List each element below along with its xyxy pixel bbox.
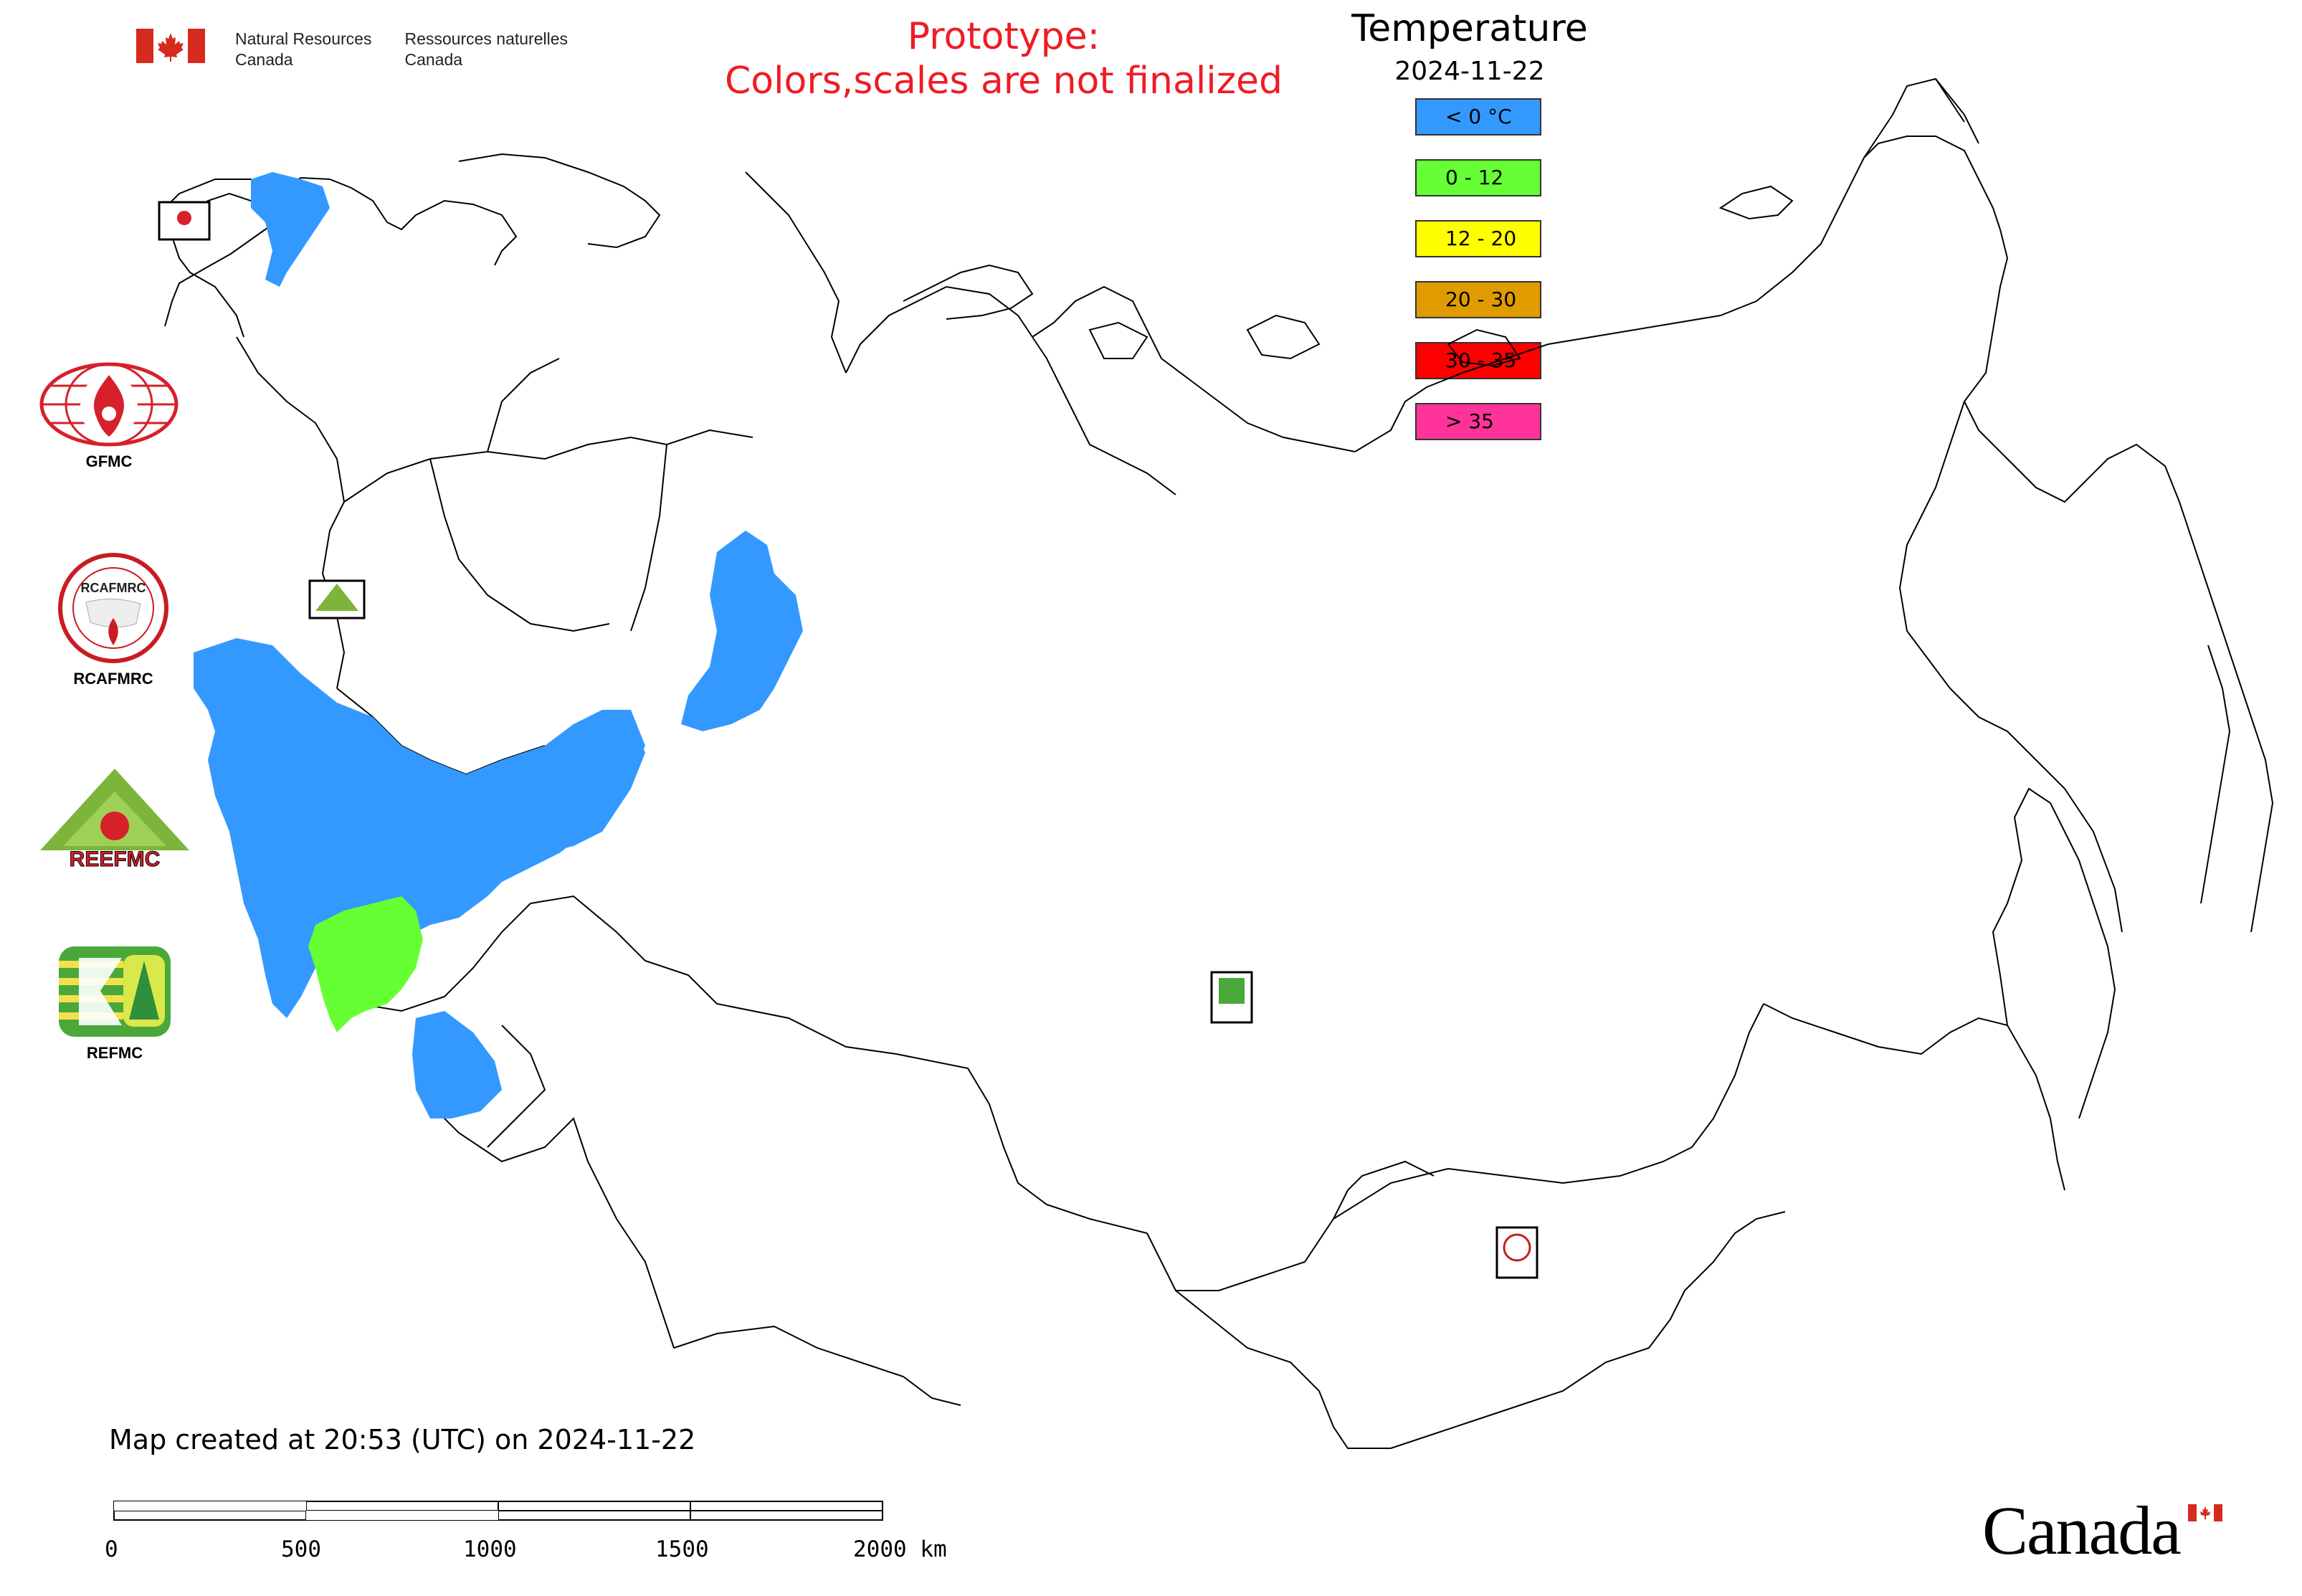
map-creation-note: Map created at 20:53 (UTC) on 2024-11-22 [109,1424,696,1455]
prototype-line1: Prototype: [907,15,1100,58]
rcafmrc-label: RCAFMRC [73,670,153,688]
canada-wordmark: Canada [1982,1492,2182,1569]
refmc-logo: REFMC [57,945,172,1063]
canada-wordmark-text: Canada [1982,1492,2182,1569]
legend-item-above-35: > 35 [1415,403,1541,440]
prototype-notice: Prototype: Colors,scales are not finaliz… [609,14,1398,103]
legend-item-below-zero: < 0 °C [1415,98,1541,136]
org-name-english: Natural Resources Canada [235,29,371,70]
svg-text:RCAFMRC: RCAFMRC [81,581,146,595]
wordmark-flag-icon [2188,1504,2222,1521]
country-borders [164,77,2274,1449]
scale-bar [113,1501,883,1521]
legend-label: 12 - 20 [1445,227,1517,250]
below-zero-region [194,172,803,1118]
legend-title: Temperature [1351,7,1588,50]
nrcan-signature: Natural Resources Canada Ressources natu… [136,29,568,70]
scale-label-500: 500 [281,1536,321,1562]
reefmc-logo: REEFMC [37,766,192,872]
scale-label-1500: 1500 [655,1536,709,1562]
scale-label-2000km: 2000 km [853,1536,947,1562]
legend-item-0-12: 0 - 12 [1415,159,1541,196]
svg-text:REEFMC: REEFMC [70,847,161,871]
legend-label: < 0 °C [1445,105,1512,128]
legend-item-20-30: 20 - 30 [1415,281,1541,318]
refmc-label: REFMC [86,1044,143,1062]
canada-flag-icon [136,29,205,63]
gfmc-logo: GFMC [39,362,179,471]
legend-label: 30 - 35 [1445,348,1517,372]
rcafmrc-logo: RCAFMRC RCAFMRC [57,552,169,688]
legend-item-12-20: 12 - 20 [1415,220,1541,257]
org-name-fr-line1: Ressources naturelles [404,29,569,48]
gfmc-logo-icon [39,362,179,447]
legend-date: 2024-11-22 [1394,57,1545,86]
legend-label: 20 - 30 [1445,288,1517,311]
reefmc-logo-icon: REEFMC [40,769,189,872]
scale-label-1000: 1000 [463,1536,517,1562]
scale-label-0: 0 [105,1536,118,1562]
gfmc-label: GFMC [85,452,133,470]
org-name-french: Ressources naturelles Canada [404,29,568,70]
rcafmrc-logo-icon: RCAFMRC [58,553,168,663]
zero-to-twelve-region [308,896,423,1032]
prototype-line2: Colors,scales are not finalized [724,60,1283,103]
org-name-en-line2: Canada [235,50,293,69]
scale-labels: 0 500 1000 1500 2000 km [86,1536,1018,1565]
station-markers [158,201,1538,1279]
org-name-en-line1: Natural Resources [235,29,372,48]
legend-item-30-35: 30 - 35 [1415,342,1541,379]
refmc-logo-icon [59,946,171,1037]
org-name-fr-line2: Canada [404,50,463,69]
legend-label: > 35 [1445,409,1494,433]
legend-label: 0 - 12 [1445,166,1504,189]
temperature-legend: < 0 °C 0 - 12 12 - 20 20 - 30 30 - 35 > … [1415,98,1541,464]
